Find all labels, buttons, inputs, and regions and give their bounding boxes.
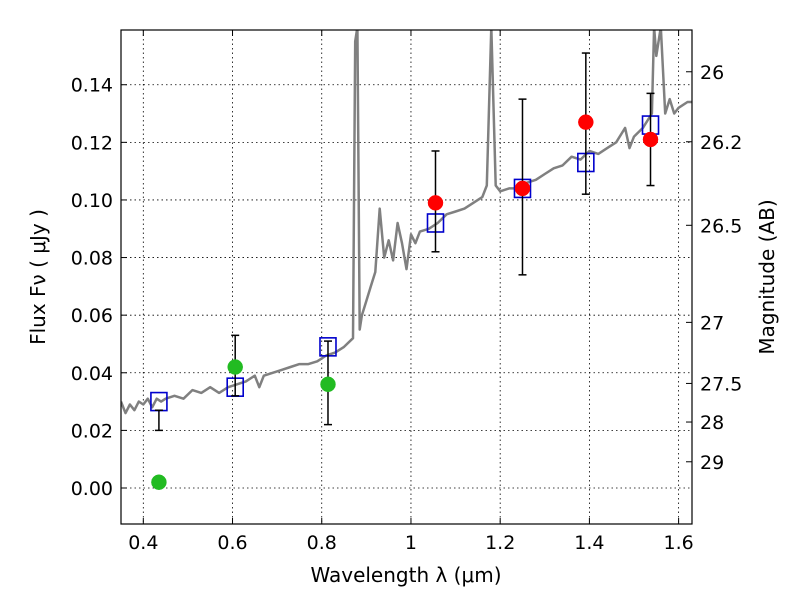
y-tick-label: 0.04 — [71, 363, 113, 385]
y-tick-label: 0.14 — [71, 75, 113, 97]
grid-lines — [121, 30, 692, 524]
y-tick-label: 0.00 — [71, 478, 113, 500]
right-tick-label: 26.5 — [700, 215, 742, 237]
x-tick-label: 0.8 — [307, 532, 337, 554]
observed-point — [514, 180, 531, 197]
observed-point — [320, 376, 336, 393]
right-tick-label: 29 — [700, 452, 724, 474]
y-tick-label: 0.08 — [71, 248, 113, 270]
observed-point — [578, 114, 594, 130]
observed-point — [151, 474, 167, 490]
plot-area — [121, 30, 692, 490]
x-axis-label: Wavelength λ (μm) — [310, 563, 501, 587]
x-tick-label: 1.4 — [574, 532, 604, 554]
right-tick-label: 28 — [700, 412, 724, 434]
right-tick-label: 26 — [700, 62, 724, 84]
y-tick-label: 0.10 — [71, 190, 113, 212]
axis-ticks: 0.4 0.6 0.8 1 1.2 1.4 1.6 0.00 0.02 0.04 0.06 0.08 0… — [71, 30, 742, 554]
x-tick-label: 0.4 — [128, 532, 158, 554]
y-tick-label: 0.02 — [71, 420, 113, 442]
y-tick-label: 0.12 — [71, 132, 113, 154]
observed-point — [227, 359, 243, 375]
right-tick-label: 27.5 — [700, 373, 742, 395]
model-spectrum-line — [121, 30, 692, 415]
right-tick-label: 26.2 — [700, 132, 742, 154]
right-tick-label: 27 — [700, 312, 724, 334]
x-tick-label: 1 — [405, 532, 417, 554]
y-tick-label: 0.06 — [71, 305, 113, 327]
right-axis-label: Magnitude (AB) — [755, 199, 779, 354]
observed-point — [642, 131, 659, 148]
x-tick-label: 0.6 — [217, 532, 247, 554]
x-tick-label: 1.2 — [485, 532, 515, 554]
observed-point — [427, 195, 444, 211]
plot-frame — [120, 29, 693, 525]
y-axis-label: Flux Fν ( μJy ) — [26, 209, 50, 345]
x-tick-label: 1.6 — [664, 532, 694, 554]
